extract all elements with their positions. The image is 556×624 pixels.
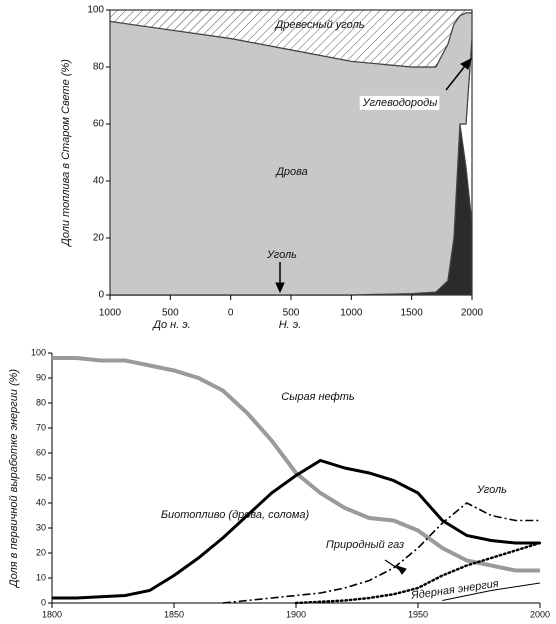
- y-tick-label: 100: [31, 347, 46, 357]
- series-label: Древесный уголь: [274, 19, 365, 31]
- y-tick-label: 80: [36, 397, 46, 407]
- y-tick-label: 50: [36, 472, 46, 482]
- y-tick-label: 0: [41, 597, 46, 607]
- x-tick-label: 0: [228, 308, 234, 319]
- y-tick-label: 20: [93, 233, 105, 244]
- x-tick-label: 1850: [164, 609, 184, 619]
- y-tick-label: 90: [36, 372, 46, 382]
- line: [222, 502, 540, 604]
- y-tick-label: 100: [87, 5, 104, 16]
- y-tick-label: 80: [93, 62, 105, 73]
- x-note: До н. э.: [151, 319, 191, 331]
- series-label: Уголь: [266, 249, 297, 261]
- x-tick-label: 1000: [340, 308, 363, 319]
- y-tick-label: 20: [36, 547, 46, 557]
- x-tick-label: 2000: [530, 609, 550, 619]
- line: [442, 582, 541, 601]
- x-tick-label: 1950: [408, 609, 428, 619]
- x-tick-label: 500: [162, 308, 179, 319]
- line: [52, 458, 540, 600]
- y-tick-label: 40: [36, 497, 46, 507]
- y-tick-label: 70: [36, 422, 46, 432]
- series-label: Дрова: [274, 166, 308, 178]
- series-label: Сырая нефть: [281, 391, 355, 403]
- x-tick-label: 2000: [461, 308, 484, 319]
- x-tick-label: 1000: [99, 308, 122, 319]
- arrows: [275, 58, 472, 575]
- y-tick-label: 10: [36, 572, 46, 582]
- x-tick-label: 500: [283, 308, 300, 319]
- series-label: Природный газ: [326, 539, 404, 551]
- line: [52, 356, 540, 573]
- y-tick-label: 0: [98, 290, 104, 301]
- x-note: Н. э.: [279, 319, 302, 331]
- series-label: Уголь: [476, 484, 507, 496]
- y-tick-label: 60: [36, 447, 46, 457]
- y-tick-label: 60: [93, 119, 105, 130]
- series-label: Биотопливо (дрова, солома): [161, 509, 310, 521]
- x-tick-label: 1800: [42, 609, 62, 619]
- y-tick-label: 30: [36, 522, 46, 532]
- line: [294, 541, 542, 605]
- x-tick-label: 1500: [401, 308, 424, 319]
- label-bg: [359, 95, 440, 110]
- y-axis-label: Доля в первичной выработке энергии (%): [8, 369, 20, 590]
- series-label: Углеводороды: [362, 97, 438, 109]
- x-tick-label: 1900: [286, 609, 306, 619]
- y-tick-label: 40: [93, 176, 105, 187]
- y-axis-label: Доли топлива в Старом Свете (%): [60, 59, 72, 248]
